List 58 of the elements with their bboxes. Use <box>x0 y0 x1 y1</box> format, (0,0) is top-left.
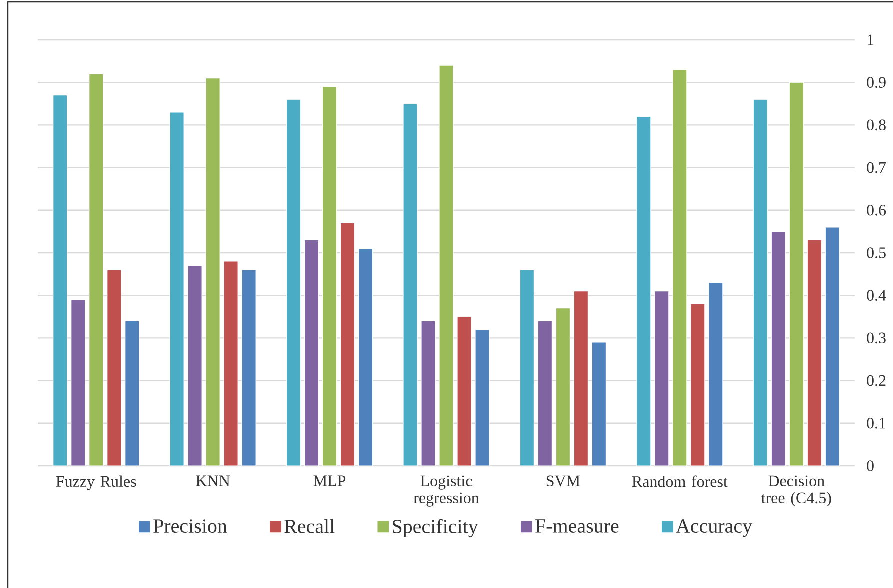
bar <box>188 265 202 466</box>
bar <box>672 70 688 466</box>
bar <box>358 248 374 466</box>
bar <box>654 291 670 466</box>
bar <box>170 112 184 466</box>
y-tick-label: 0.5 <box>867 248 886 258</box>
y-tick-label: 0.6 <box>867 204 886 216</box>
y-tick-label: 0.1 <box>867 418 886 429</box>
legend-label: Specificity <box>393 519 478 538</box>
bar <box>421 320 436 466</box>
bar <box>224 261 238 466</box>
bar <box>71 300 86 466</box>
bar <box>538 320 553 466</box>
bar <box>636 116 652 466</box>
bar <box>708 282 724 466</box>
bar <box>206 78 220 466</box>
legend-label: F-measure <box>536 520 619 533</box>
x-tick-label: MLP <box>314 476 346 486</box>
bar <box>304 240 320 466</box>
x-tick-label: KNN <box>196 476 230 486</box>
bar <box>753 99 768 466</box>
bar <box>53 95 68 466</box>
y-tick-label: 0.4 <box>867 290 886 302</box>
legend-label: Precision <box>154 520 228 534</box>
bar <box>403 104 418 466</box>
y-tick-label: 0.7 <box>867 162 886 174</box>
y-tick-label: 0.2 <box>867 375 886 386</box>
y-tick-label: 0 <box>867 460 874 472</box>
bar <box>89 74 104 466</box>
bar <box>574 291 589 466</box>
legend-label: Accuracy <box>676 520 753 538</box>
x-tick-label: Logistic regression <box>414 476 480 507</box>
bar <box>242 270 256 466</box>
x-tick-label: Fuzzy Rules <box>56 476 136 490</box>
y-tick-label: 1 <box>868 34 874 46</box>
bar <box>592 342 607 466</box>
y-tick-label: 0.8 <box>867 120 886 131</box>
bar <box>771 231 786 466</box>
bar <box>457 316 472 466</box>
bar <box>340 222 356 466</box>
bar <box>475 329 490 466</box>
y-tick-label: 0.3 <box>867 332 886 344</box>
bar <box>125 320 140 466</box>
bar <box>690 304 706 466</box>
y-tick-label: 0.9 <box>867 77 886 88</box>
bar <box>556 308 571 466</box>
bar <box>286 99 302 466</box>
bar <box>520 270 535 466</box>
legend-label: Recall <box>284 519 335 534</box>
x-tick-label: Decision tree (C4.5) <box>761 476 832 507</box>
bar <box>107 270 122 466</box>
bar <box>825 227 840 466</box>
bar <box>807 240 822 466</box>
x-tick-label: Random forest <box>632 476 728 488</box>
bar <box>439 65 454 466</box>
x-tick-label: SVM <box>546 476 580 487</box>
bar <box>789 82 804 466</box>
bar <box>322 86 338 466</box>
